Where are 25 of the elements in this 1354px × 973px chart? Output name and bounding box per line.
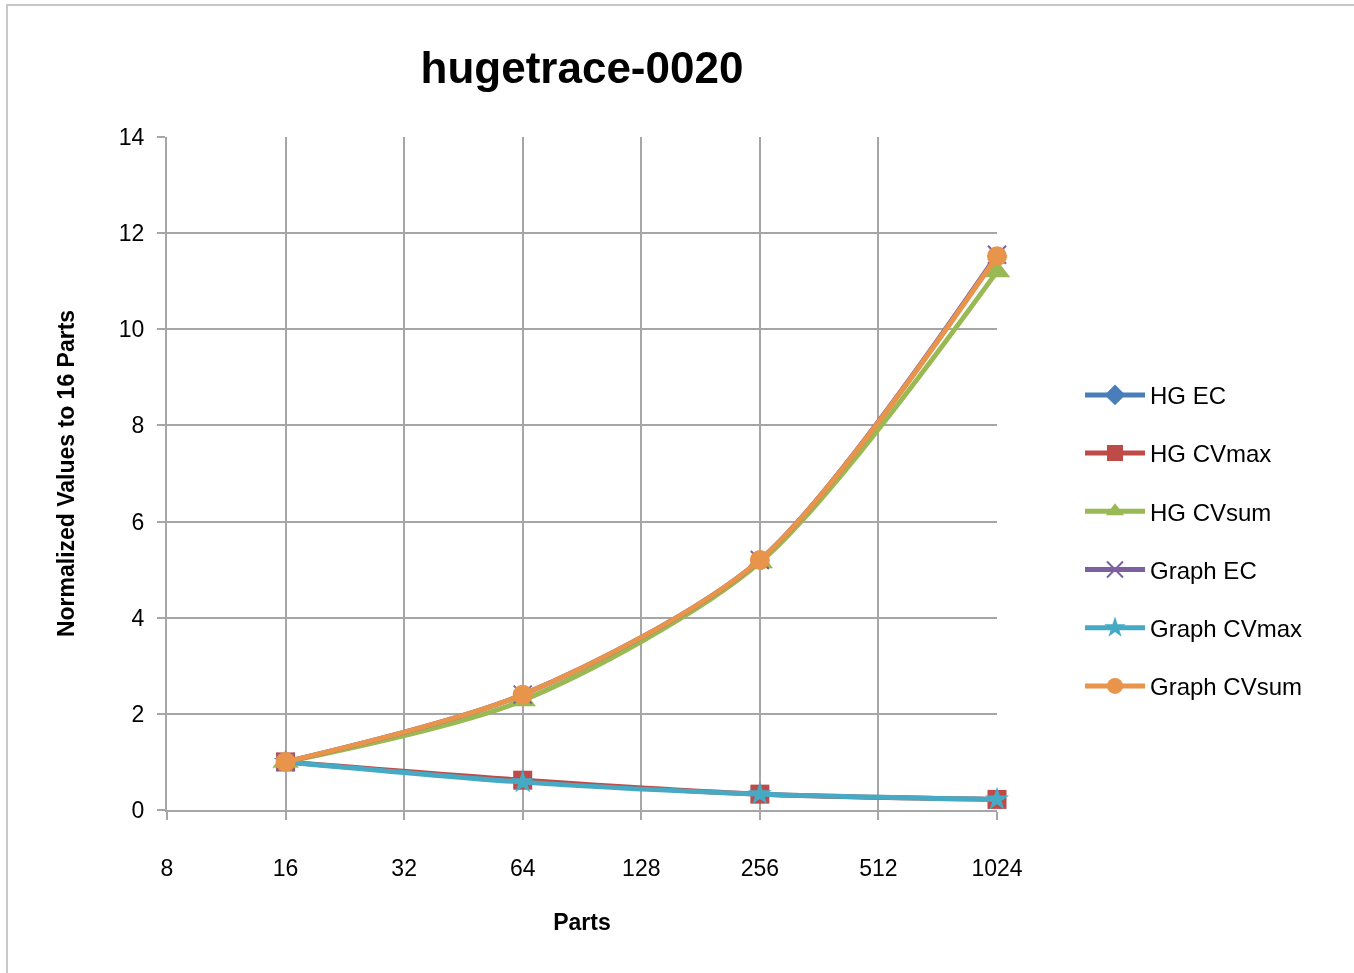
y-tick-label: 12 — [118, 220, 145, 247]
y-tick-label: 2 — [131, 700, 145, 727]
legend-label: Graph EC — [1150, 556, 1257, 584]
y-axis-title: Normalized Values to 16 Parts — [52, 309, 79, 638]
x-tick-label: 64 — [509, 854, 536, 881]
legend-label: HG EC — [1150, 382, 1227, 410]
legend-label: Graph CVsum — [1150, 673, 1303, 701]
y-tick-label: 4 — [131, 604, 145, 631]
legend-label: HG CVsum — [1150, 498, 1272, 526]
legend-label: Graph CVmax — [1150, 615, 1303, 643]
chart-title: hugetrace-0020 — [420, 43, 744, 93]
x-tick-label: 8 — [160, 854, 174, 881]
legend-label: HG CVmax — [1150, 440, 1272, 468]
x-tick-label: 256 — [740, 854, 780, 881]
y-tick-label: 10 — [118, 316, 145, 343]
y-tick-label: 8 — [131, 412, 145, 439]
x-axis-title: Parts — [553, 908, 611, 935]
x-tick-label: 16 — [272, 854, 299, 881]
x-tick-label: 128 — [622, 854, 661, 881]
y-tick-label: 0 — [131, 797, 145, 824]
y-tick-label: 6 — [131, 508, 145, 535]
x-tick-label: 512 — [859, 854, 898, 881]
y-tick-label: 14 — [118, 124, 145, 151]
x-tick-label: 32 — [391, 854, 417, 881]
x-tick-label: 1024 — [971, 854, 1023, 881]
